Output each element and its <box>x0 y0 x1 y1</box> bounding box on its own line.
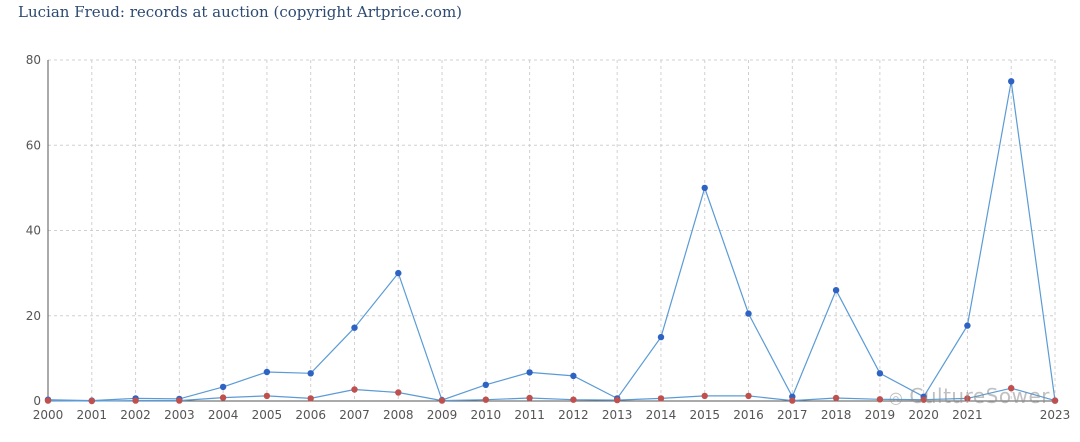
x-tick-label: 2002 <box>120 408 151 422</box>
data-point-series-2 <box>307 395 314 402</box>
x-tick-label: 2021 <box>952 408 983 422</box>
data-point-series-2 <box>920 396 927 403</box>
data-point-series-2 <box>745 392 752 400</box>
x-tick-label: 2015 <box>689 408 720 422</box>
data-point-series-2 <box>482 396 489 403</box>
data-point-series-2 <box>789 397 796 404</box>
wechat-icon: ◎ <box>888 388 904 407</box>
data-point-series-2 <box>1008 385 1015 392</box>
x-tick-label: 2009 <box>427 408 458 422</box>
x-tick-label: 2000 <box>33 408 64 422</box>
data-point-series-2 <box>701 392 708 400</box>
x-tick-label: 2003 <box>164 408 195 422</box>
x-tick-label: 2010 <box>471 408 502 422</box>
data-point-series-1 <box>832 287 840 294</box>
data-point-series-2 <box>570 396 577 403</box>
data-point-series-1 <box>701 184 708 192</box>
data-point-series-2 <box>876 396 884 403</box>
data-point-series-1 <box>263 368 271 376</box>
data-point-series-2 <box>526 394 533 402</box>
data-point-series-2 <box>438 397 446 404</box>
x-tick-label: 2018 <box>821 408 852 422</box>
data-point-series-2 <box>614 396 621 404</box>
data-point-series-1 <box>482 381 489 388</box>
x-tick-label: 2001 <box>77 408 108 422</box>
data-point-series-2 <box>44 397 52 404</box>
y-tick-label: 0 <box>33 394 41 408</box>
x-tick-label: 2016 <box>733 408 764 422</box>
x-tick-label: 2013 <box>602 408 633 422</box>
data-point-series-2 <box>219 394 227 401</box>
data-point-series-2 <box>832 394 840 402</box>
x-tick-label: 2019 <box>865 408 896 422</box>
x-tick-label: 2020 <box>908 408 939 422</box>
data-point-series-2 <box>964 395 971 402</box>
x-tick-label: 2012 <box>558 408 589 422</box>
data-point-series-2 <box>1051 397 1059 404</box>
data-point-series-2 <box>351 386 358 393</box>
data-point-series-2 <box>263 392 271 400</box>
data-point-series-1 <box>657 333 665 341</box>
data-point-series-2 <box>132 397 139 404</box>
data-point-series-1 <box>307 370 314 377</box>
data-point-series-2 <box>88 397 96 405</box>
data-point-series-1 <box>526 369 533 376</box>
x-tick-label: 2011 <box>514 408 545 422</box>
data-point-series-1 <box>395 269 402 277</box>
data-point-series-1 <box>876 370 884 377</box>
y-tick-label: 80 <box>26 53 41 67</box>
data-point-series-2 <box>395 389 402 396</box>
series-line-1 <box>47 81 1056 402</box>
x-tick-label: 2023 <box>1040 408 1071 422</box>
data-point-series-2 <box>176 397 183 404</box>
data-point-series-1 <box>745 310 752 317</box>
data-point-series-2 <box>657 395 665 402</box>
x-tick-label: 2008 <box>383 408 414 422</box>
watermark-text: CultureSower <box>909 384 1050 408</box>
x-tick-label: 2014 <box>646 408 677 422</box>
chart-title: Lucian Freud: records at auction (copyri… <box>18 3 463 21</box>
data-point-series-1 <box>1008 78 1015 85</box>
watermark: ◎ CultureSower <box>889 384 1050 408</box>
x-tick-label: 2006 <box>295 408 326 422</box>
y-tick-label: 60 <box>26 138 41 152</box>
y-tick-label: 40 <box>26 224 41 238</box>
data-point-series-1 <box>570 372 577 380</box>
data-point-series-1 <box>964 322 971 329</box>
x-tick-label: 2005 <box>252 408 283 422</box>
data-point-series-1 <box>219 383 227 391</box>
data-point-series-1 <box>351 324 358 331</box>
x-tick-label: 2004 <box>208 408 239 422</box>
y-tick-label: 20 <box>26 309 41 323</box>
x-tick-label: 2007 <box>339 408 370 422</box>
series-line-2 <box>47 387 1056 402</box>
x-tick-label: 2017 <box>777 408 808 422</box>
